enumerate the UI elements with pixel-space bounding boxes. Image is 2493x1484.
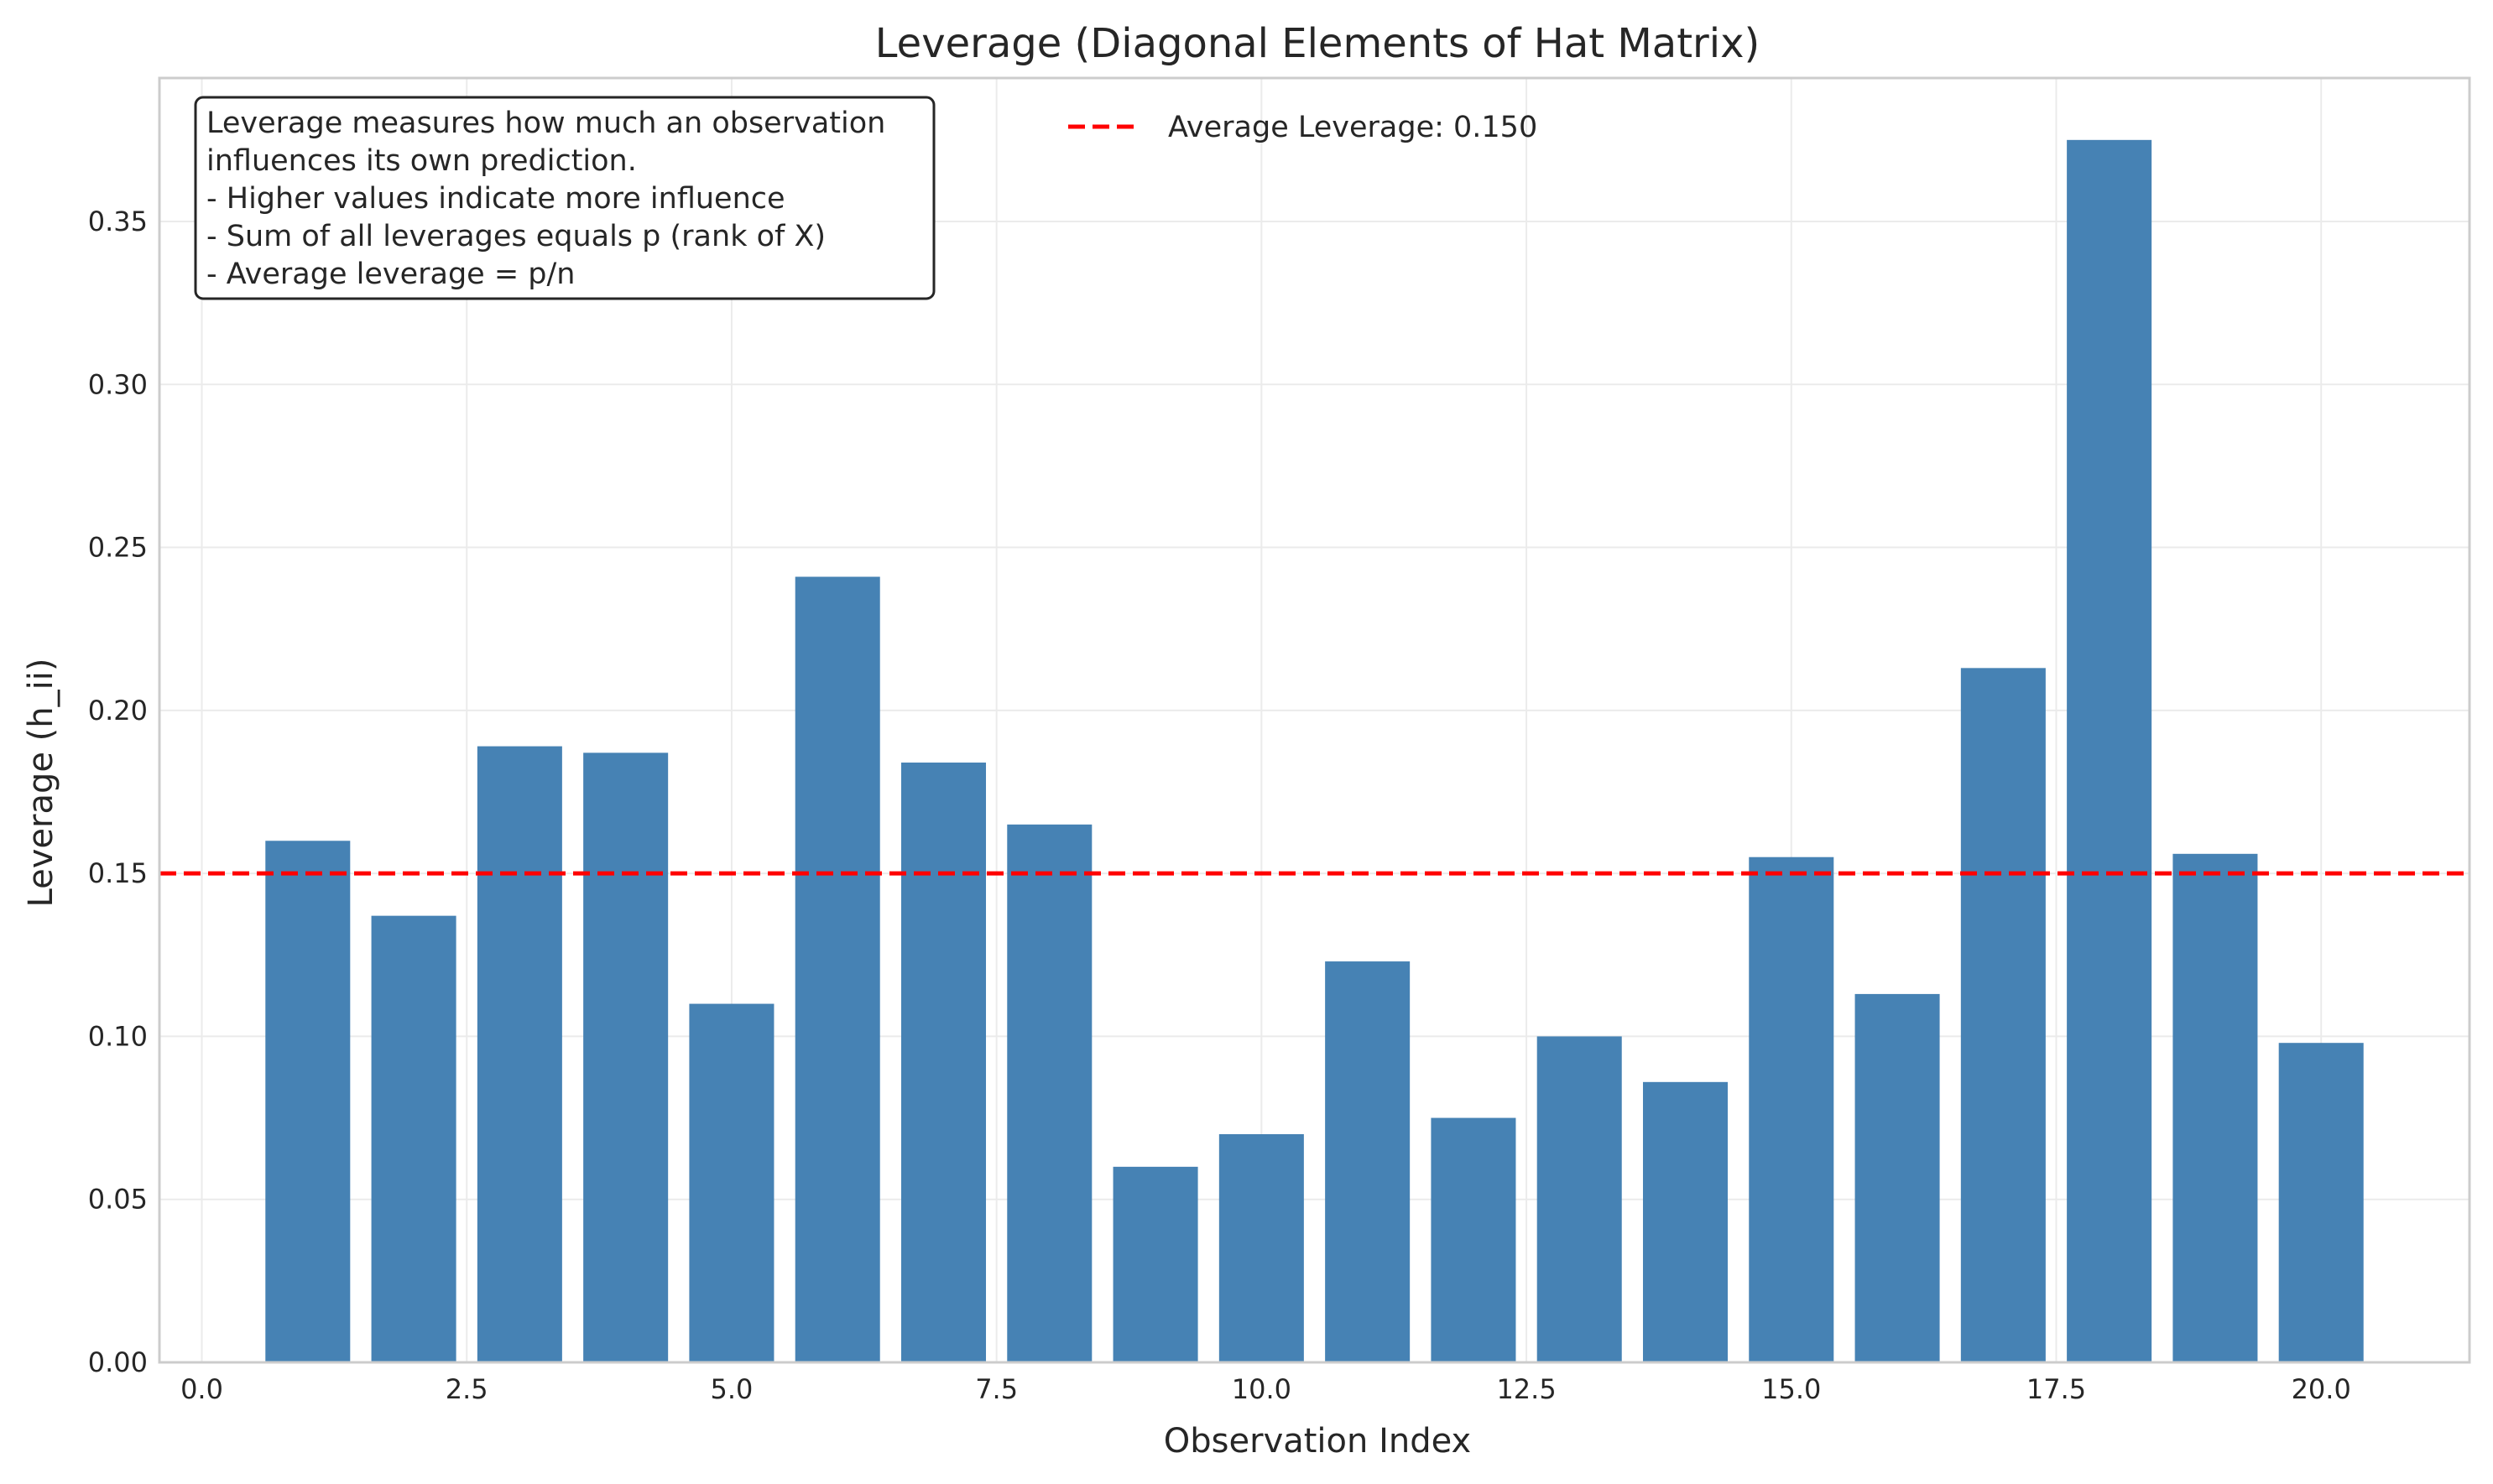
bar-observation-10	[1218, 1133, 1304, 1362]
y-tick-label: 0.10	[88, 1020, 148, 1052]
bar-observation-8	[1007, 824, 1093, 1362]
bar-observation-11	[1325, 961, 1411, 1362]
chart-title: Leverage (Diagonal Elements of Hat Matri…	[875, 20, 1760, 67]
annotation-box: Leverage measures how much an observatio…	[194, 96, 936, 300]
y-tick-labels: 0.00 0.05 0.10 0.15 0.20 0.25 0.30 0.35	[88, 206, 148, 1378]
x-tick-label: 5.0	[710, 1373, 753, 1405]
y-tick-label: 0.20	[88, 695, 148, 726]
bar-observation-9	[1113, 1166, 1198, 1362]
bar-observation-16	[1854, 993, 1940, 1362]
annotation-line: - Sum of all leverages equals p (rank of…	[206, 220, 826, 253]
bar-observation-3	[477, 746, 562, 1362]
x-tick-label: 2.5	[446, 1373, 488, 1405]
legend-label-average-leverage: Average Leverage: 0.150	[1168, 111, 1537, 144]
y-tick-label: 0.25	[88, 532, 148, 564]
bar-observation-17	[1960, 668, 2046, 1362]
bar-observation-15	[1749, 857, 1834, 1362]
x-tick-label: 7.5	[975, 1373, 1018, 1405]
x-axis-label: Observation Index	[1164, 1422, 1471, 1461]
annotation-line: - Higher values indicate more influence	[206, 182, 785, 216]
bar-observation-1	[265, 841, 351, 1362]
x-tick-label: 17.5	[2026, 1373, 2086, 1405]
bar-observation-12	[1431, 1117, 1516, 1362]
plot-frame	[158, 76, 2471, 1364]
legend: Average Leverage: 0.150	[1068, 111, 1537, 144]
y-axis-label: Leverage (h_ii)	[22, 659, 60, 908]
x-tick-labels: 0.0 2.5 5.0 7.5 10.0 12.5 15.0 17.5 20.0	[180, 1373, 2351, 1405]
bar-observation-2	[371, 915, 456, 1362]
bar-observation-19	[2172, 853, 2258, 1362]
bar-observation-20	[2278, 1043, 2364, 1362]
y-tick-label: 0.05	[88, 1184, 148, 1216]
bar-observation-5	[689, 1003, 774, 1362]
bar-observation-18	[2067, 139, 2152, 1362]
annotation-line: - Average leverage = p/n	[206, 258, 575, 291]
x-tick-label: 0.0	[180, 1373, 223, 1405]
bar-observation-13	[1536, 1036, 1622, 1362]
x-tick-label: 10.0	[1232, 1373, 1291, 1405]
annotation-line: Leverage measures how much an observatio…	[206, 107, 885, 140]
bar-observation-14	[1642, 1081, 1729, 1362]
y-tick-label: 0.35	[88, 206, 148, 237]
bars	[265, 139, 2364, 1362]
x-tick-label: 15.0	[1761, 1373, 1821, 1405]
y-tick-label: 0.15	[88, 857, 148, 889]
y-tick-label: 0.30	[88, 368, 148, 400]
bar-observation-4	[583, 752, 669, 1362]
y-tick-label: 0.00	[88, 1346, 148, 1378]
bar-observation-6	[795, 576, 880, 1362]
x-tick-label: 12.5	[1496, 1373, 1556, 1405]
annotation-frame	[194, 96, 936, 300]
x-tick-label: 20.0	[2292, 1373, 2351, 1405]
annotation-line: influences its own prediction.	[206, 144, 637, 178]
bar-observation-7	[900, 763, 987, 1362]
